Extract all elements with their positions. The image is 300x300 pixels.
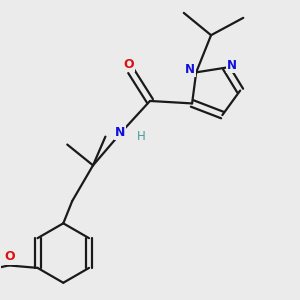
Text: N: N	[185, 63, 195, 76]
Text: N: N	[115, 126, 125, 139]
Text: O: O	[4, 250, 15, 263]
Text: N: N	[227, 58, 237, 72]
Text: O: O	[123, 58, 134, 71]
Text: H: H	[137, 130, 146, 143]
